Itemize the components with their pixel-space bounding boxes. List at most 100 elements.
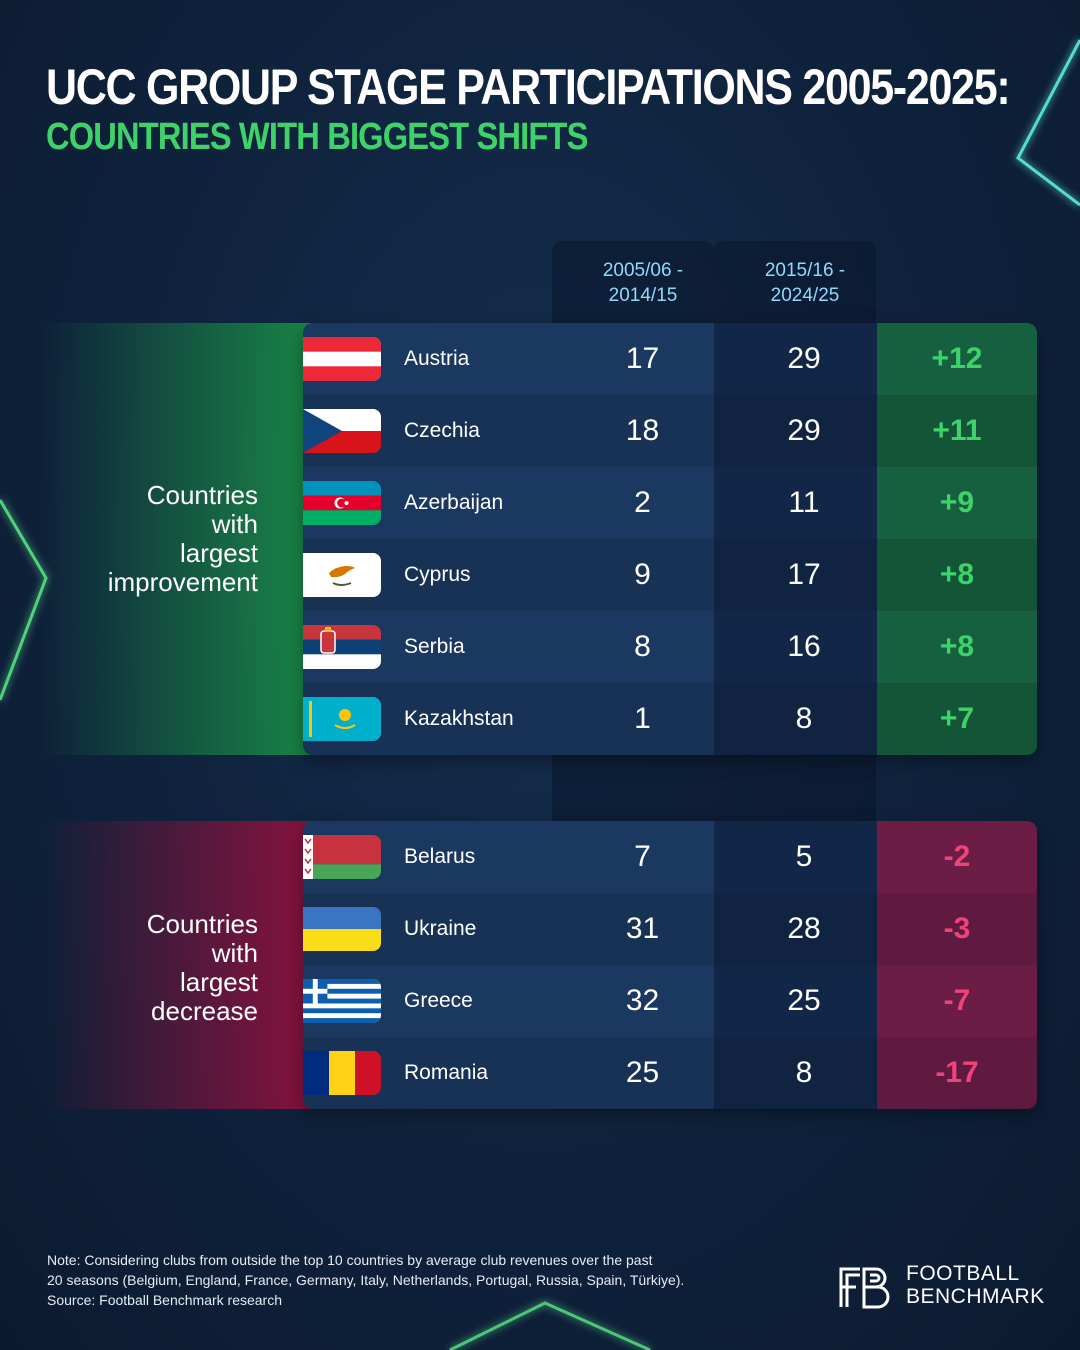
period2-value: 25	[787, 984, 821, 1017]
change-value: +12	[931, 342, 983, 375]
row-change-cell	[877, 467, 1037, 539]
column-header-period1: 2005/06 - 2014/15	[562, 258, 724, 308]
change-value: +9	[939, 486, 975, 519]
row-change-cell	[877, 1037, 1037, 1109]
country-name: Czechia	[404, 419, 480, 442]
belarus-flag	[303, 835, 381, 879]
table-row: Belarus 7 5 -2	[303, 821, 1037, 893]
decrease-table: Belarus 7 5 -2 Ukraine 31 28 -3 Greece 32 25 -7 Roma…	[303, 821, 1037, 1109]
footnote: Note: Considering clubs from outside the…	[47, 1250, 747, 1310]
decrease-label-line: largest	[179, 967, 258, 997]
austria-flag	[303, 337, 381, 381]
improvement-label-line: with	[211, 509, 258, 539]
logo-text-line1: FOOTBALL	[906, 1262, 1020, 1285]
country-name: Ukraine	[404, 917, 477, 940]
change-value: +7	[939, 702, 975, 735]
page-subtitle: COUNTRIES WITH BIGGEST SHIFTS	[46, 116, 588, 158]
country-name: Belarus	[404, 845, 476, 868]
romania-flag	[303, 1051, 381, 1095]
row-change-cell	[877, 539, 1037, 611]
footnote-line: 20 seasons (Belgium, England, France, Ge…	[47, 1272, 685, 1288]
country-name: Serbia	[404, 635, 465, 658]
decrease-group-label: Countries with largest decrease	[38, 910, 258, 1026]
period1-value: 7	[634, 840, 651, 873]
page-title: UCC GROUP STAGE PARTICIPATIONS 2005-2025…	[46, 59, 1011, 115]
period2-value: 8	[795, 702, 813, 735]
row-background	[303, 323, 877, 395]
table-row: Cyprus 9 17 +8	[303, 539, 1037, 611]
improvement-group-label: Countries with largest improvement	[38, 481, 258, 597]
row-background	[303, 821, 877, 893]
row-period2-cell	[714, 683, 877, 755]
table-row: Austria 17 29 +12	[303, 323, 1037, 395]
row-period2-cell	[714, 1037, 877, 1109]
table-row: Azerbaijan 2 11 +9	[303, 467, 1037, 539]
row-change-cell	[877, 611, 1037, 683]
table-row: Greece 32 25 -7	[303, 965, 1037, 1037]
row-background	[303, 467, 877, 539]
period1-value: 18	[625, 414, 660, 447]
kazakhstan-flag	[303, 697, 381, 741]
decrease-label-line: with	[211, 938, 258, 968]
row-change-cell	[877, 683, 1037, 755]
czechia-flag	[303, 409, 381, 453]
improvement-label-line: improvement	[107, 567, 258, 597]
country-name: Kazakhstan	[404, 707, 514, 730]
cyprus-flag	[303, 553, 381, 597]
decrease-band	[40, 821, 315, 1109]
table-row: Serbia 8 16 +8	[303, 611, 1037, 683]
period1-value: 31	[625, 912, 660, 945]
table-row: Kazakhstan 1 8 +7	[303, 683, 1037, 755]
row-period2-cell	[714, 611, 877, 683]
period1-value: 2	[634, 486, 651, 519]
period1-value: 17	[625, 342, 660, 375]
row-background	[303, 611, 877, 683]
decrease-label-line: Countries	[146, 909, 258, 939]
period2-value: 5	[795, 840, 813, 873]
row-period2-cell	[714, 323, 877, 395]
table-row: Czechia 18 29 +11	[303, 395, 1037, 467]
change-value: +8	[939, 558, 975, 591]
logo-text-line2: BENCHMARK	[906, 1285, 1045, 1308]
row-background	[303, 965, 877, 1037]
period2-value: 17	[787, 558, 821, 591]
fb-logo-icon	[839, 1267, 890, 1309]
improvement-table: Austria 17 29 +12 Czechia 18 29 +11 Azerbaijan 2 1…	[303, 323, 1037, 755]
azerbaijan-flag	[303, 481, 381, 525]
row-period2-cell	[714, 467, 877, 539]
improvement-band	[40, 323, 315, 755]
period1-value: 9	[634, 558, 651, 591]
country-name: Greece	[404, 989, 473, 1012]
row-background	[303, 1037, 877, 1109]
row-background	[303, 893, 877, 965]
country-name: Austria	[404, 347, 470, 370]
period2-value: 28	[787, 912, 821, 945]
change-value: +11	[932, 414, 982, 447]
period2-value: 8	[795, 1056, 813, 1089]
period1-value: 25	[625, 1056, 660, 1089]
serbia-flag	[303, 625, 381, 669]
change-value: -7	[943, 984, 971, 1017]
period1-value: 32	[625, 984, 660, 1017]
country-name: Cyprus	[404, 563, 471, 586]
change-value: -17	[935, 1056, 979, 1089]
row-background	[303, 395, 877, 467]
row-change-cell	[877, 893, 1037, 965]
column-header-period2-line1: 2015/16 -	[764, 260, 846, 281]
change-value: +8	[939, 630, 975, 663]
row-period2-cell	[714, 893, 877, 965]
row-change-cell	[877, 323, 1037, 395]
period2-value: 29	[787, 414, 821, 447]
row-change-cell	[877, 395, 1037, 467]
period1-value: 8	[634, 630, 651, 663]
logo-text: FOOTBALL BENCHMARK	[906, 1262, 1045, 1308]
table-row: Romania 25 8 -17	[303, 1037, 1037, 1109]
country-name: Azerbaijan	[404, 491, 504, 514]
footnote-line: Note: Considering clubs from outside the…	[47, 1252, 653, 1268]
row-period2-cell	[714, 539, 877, 611]
ukraine-flag	[303, 907, 381, 951]
row-background	[303, 683, 877, 755]
period2-value: 16	[787, 630, 821, 663]
row-change-cell	[877, 821, 1037, 893]
football-benchmark-logo: FOOTBALL BENCHMARK	[838, 1262, 1048, 1312]
